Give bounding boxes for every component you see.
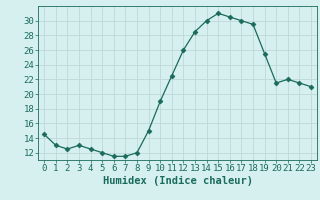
X-axis label: Humidex (Indice chaleur): Humidex (Indice chaleur) [103,176,252,186]
